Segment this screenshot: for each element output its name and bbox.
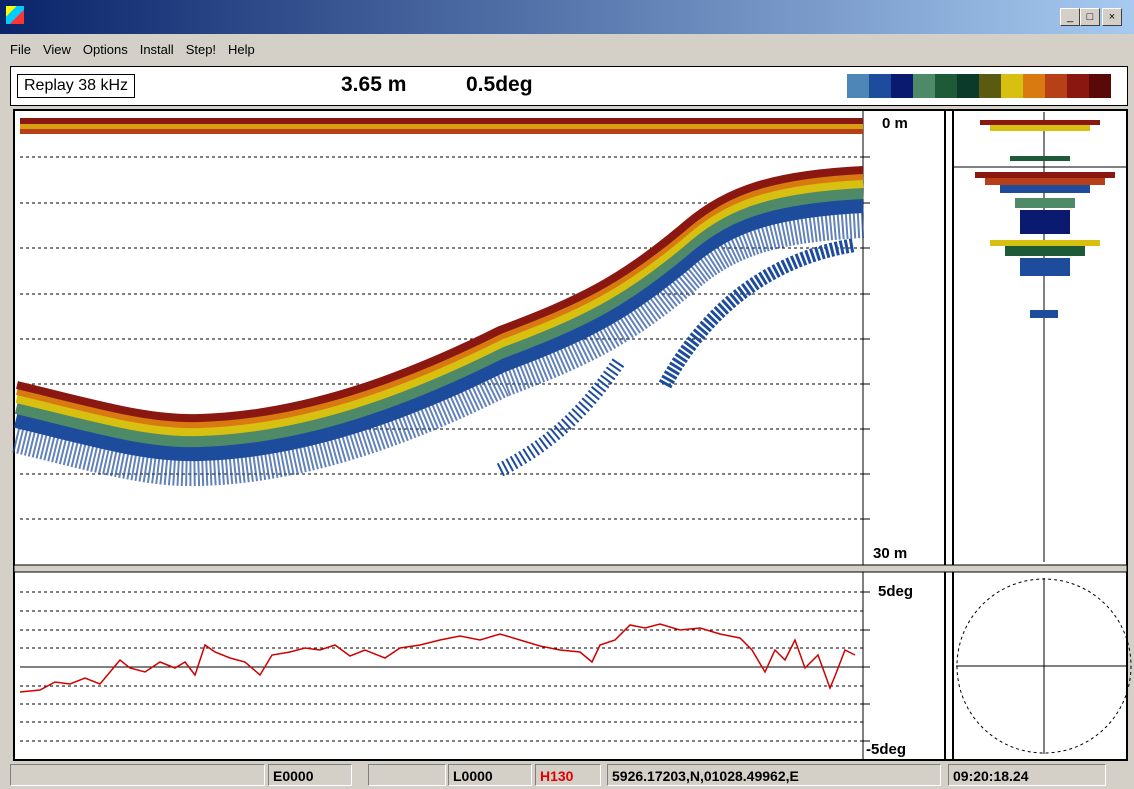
angle-top-label: 5deg bbox=[878, 583, 913, 600]
status-lat: L0000 bbox=[448, 764, 532, 786]
angle-bottom-label: -5deg bbox=[866, 741, 906, 758]
status-heading: H130 bbox=[535, 764, 601, 786]
splitter bbox=[14, 565, 1127, 572]
status-cell bbox=[10, 764, 265, 786]
status-time: 09:20:18.24 bbox=[948, 764, 1106, 786]
status-east: E0000 bbox=[268, 764, 352, 786]
echosounder-display: 0 m 30 m 5deg -5deg bbox=[0, 0, 1134, 789]
depth-top-label: 0 m bbox=[882, 115, 908, 132]
app-window: _ □ × FileViewOptionsInstallStep!Help Re… bbox=[0, 0, 1134, 789]
status-position: 5926.17203,N,01028.49962,E bbox=[607, 764, 941, 786]
depth-bottom-label: 30 m bbox=[873, 545, 907, 562]
status-cell bbox=[368, 764, 446, 786]
